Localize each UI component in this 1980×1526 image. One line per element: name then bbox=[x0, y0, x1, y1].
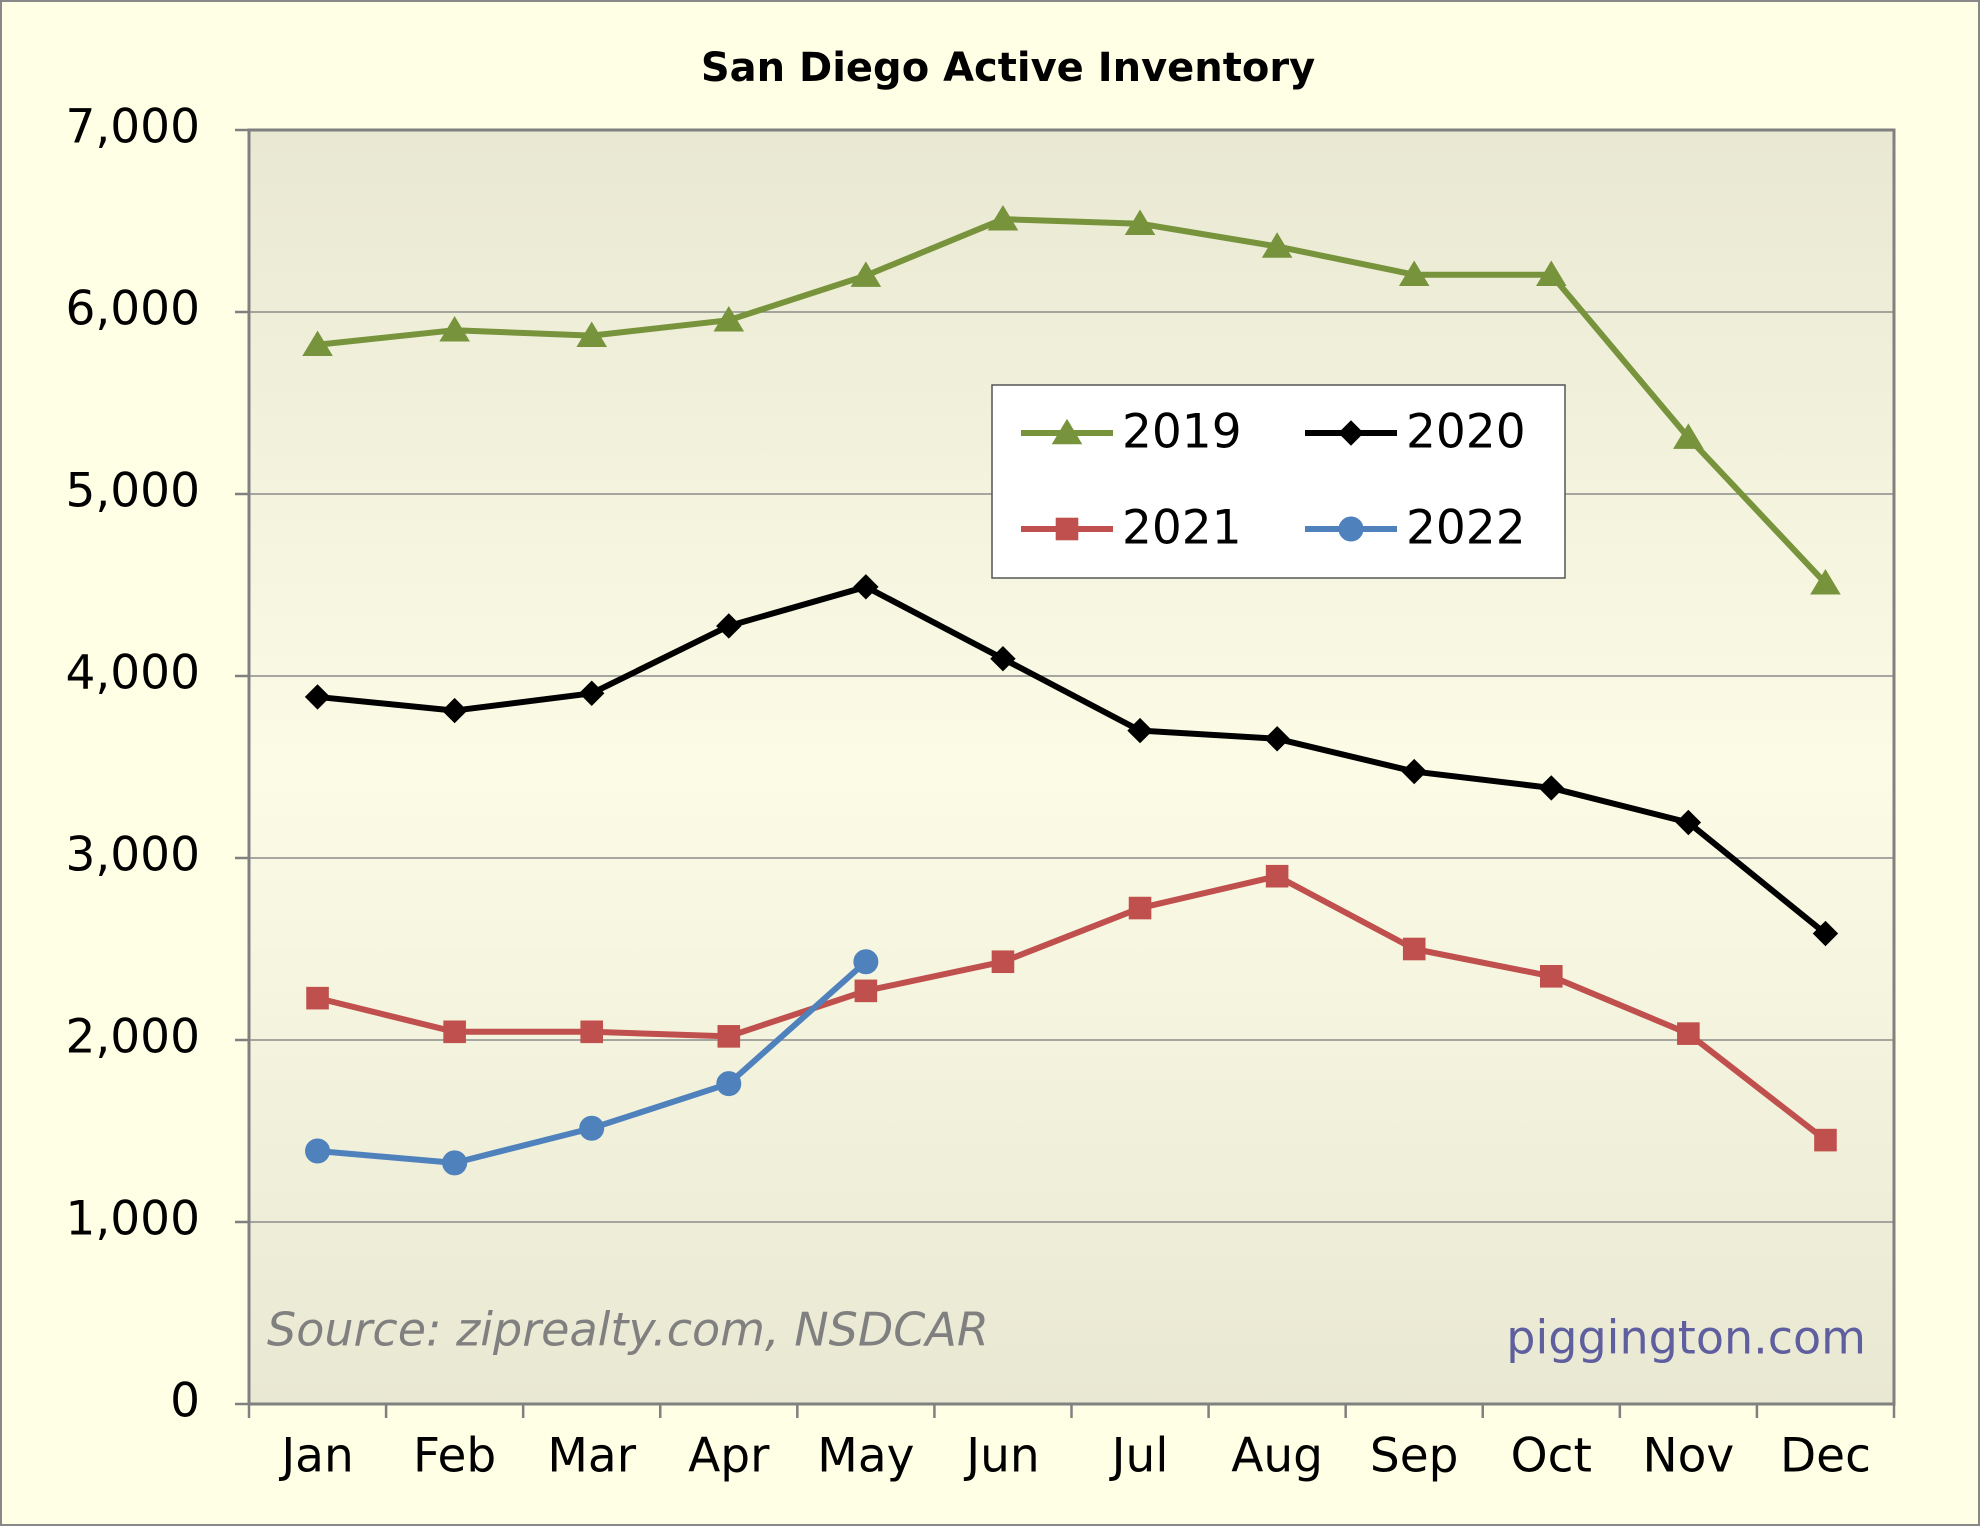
marker bbox=[576, 321, 607, 347]
source-note: Source: ziprealty.com, NSDCAR bbox=[267, 1303, 989, 1357]
marker bbox=[717, 1025, 741, 1048]
series-line bbox=[317, 583, 1828, 936]
marker bbox=[1539, 965, 1563, 988]
marker bbox=[987, 205, 1019, 231]
series-line bbox=[317, 216, 1828, 586]
marker bbox=[305, 1138, 331, 1164]
x-tick-label: Oct bbox=[1511, 1429, 1592, 1484]
marker bbox=[302, 330, 333, 357]
y-tick-label: 6,000 bbox=[65, 282, 200, 337]
legend-marker bbox=[1055, 517, 1079, 541]
x-tick-label: Nov bbox=[1643, 1429, 1735, 1484]
marker bbox=[1538, 775, 1564, 801]
watermark: piggington.com bbox=[1506, 1311, 1866, 1365]
y-tick-label: 7,000 bbox=[65, 100, 200, 155]
marker bbox=[716, 1071, 742, 1097]
plot-area bbox=[249, 130, 1894, 1404]
marker bbox=[853, 574, 879, 600]
marker bbox=[1265, 864, 1289, 888]
marker bbox=[853, 949, 879, 975]
legend-label: 2022 bbox=[1406, 501, 1526, 556]
x-tick-label: Jan bbox=[278, 1429, 353, 1484]
marker bbox=[990, 646, 1016, 672]
marker bbox=[439, 316, 470, 342]
marker bbox=[1673, 423, 1704, 449]
y-tick-label: 5,000 bbox=[65, 464, 200, 519]
marker bbox=[1261, 232, 1293, 258]
y-tick-label: 3,000 bbox=[65, 828, 200, 883]
marker bbox=[304, 684, 331, 710]
marker bbox=[850, 261, 882, 287]
y-tick-label: 0 bbox=[170, 1374, 200, 1429]
marker bbox=[1398, 260, 1430, 286]
marker bbox=[1124, 209, 1156, 236]
marker bbox=[1127, 717, 1153, 744]
marker bbox=[716, 613, 742, 639]
chart-title: San Diego Active Inventory bbox=[701, 45, 1315, 91]
marker bbox=[1401, 758, 1427, 785]
x-tick-label: Mar bbox=[547, 1429, 636, 1484]
y-tick-label: 4,000 bbox=[65, 646, 200, 701]
marker bbox=[579, 1115, 605, 1141]
x-tick-label: Aug bbox=[1231, 1429, 1323, 1484]
legend-label: 2019 bbox=[1122, 405, 1242, 460]
marker bbox=[713, 306, 745, 332]
marker bbox=[1402, 937, 1426, 961]
marker bbox=[1677, 1022, 1700, 1045]
legend-marker bbox=[1338, 420, 1364, 446]
y-tick-label: 1,000 bbox=[65, 1192, 200, 1247]
legend-label: 2021 bbox=[1122, 501, 1242, 556]
marker bbox=[854, 979, 878, 1003]
marker bbox=[1128, 896, 1152, 920]
legend-marker bbox=[1338, 516, 1364, 542]
marker bbox=[1536, 260, 1567, 286]
x-tick-label: Jul bbox=[1109, 1429, 1169, 1484]
marker bbox=[580, 1020, 604, 1044]
marker bbox=[1810, 569, 1841, 595]
x-tick-label: Feb bbox=[413, 1429, 496, 1484]
marker bbox=[443, 1020, 466, 1044]
marker bbox=[579, 680, 605, 706]
x-tick-label: Dec bbox=[1780, 1429, 1871, 1484]
marker bbox=[442, 1150, 468, 1176]
marker bbox=[1675, 809, 1702, 836]
legend-marker bbox=[1051, 418, 1083, 445]
marker bbox=[1264, 726, 1290, 752]
marker bbox=[1812, 920, 1839, 947]
marker bbox=[306, 986, 329, 1010]
x-tick-label: Apr bbox=[688, 1429, 770, 1484]
legend-label: 2020 bbox=[1406, 405, 1526, 460]
x-tick-label: Jun bbox=[963, 1429, 1039, 1484]
marker bbox=[1814, 1128, 1837, 1152]
marker bbox=[991, 950, 1015, 974]
legend-box bbox=[991, 384, 1566, 579]
x-tick-label: May bbox=[817, 1429, 914, 1484]
series-line bbox=[316, 873, 1828, 1143]
y-tick-label: 2,000 bbox=[65, 1010, 200, 1065]
x-tick-label: Sep bbox=[1370, 1429, 1459, 1484]
marker bbox=[441, 697, 468, 724]
